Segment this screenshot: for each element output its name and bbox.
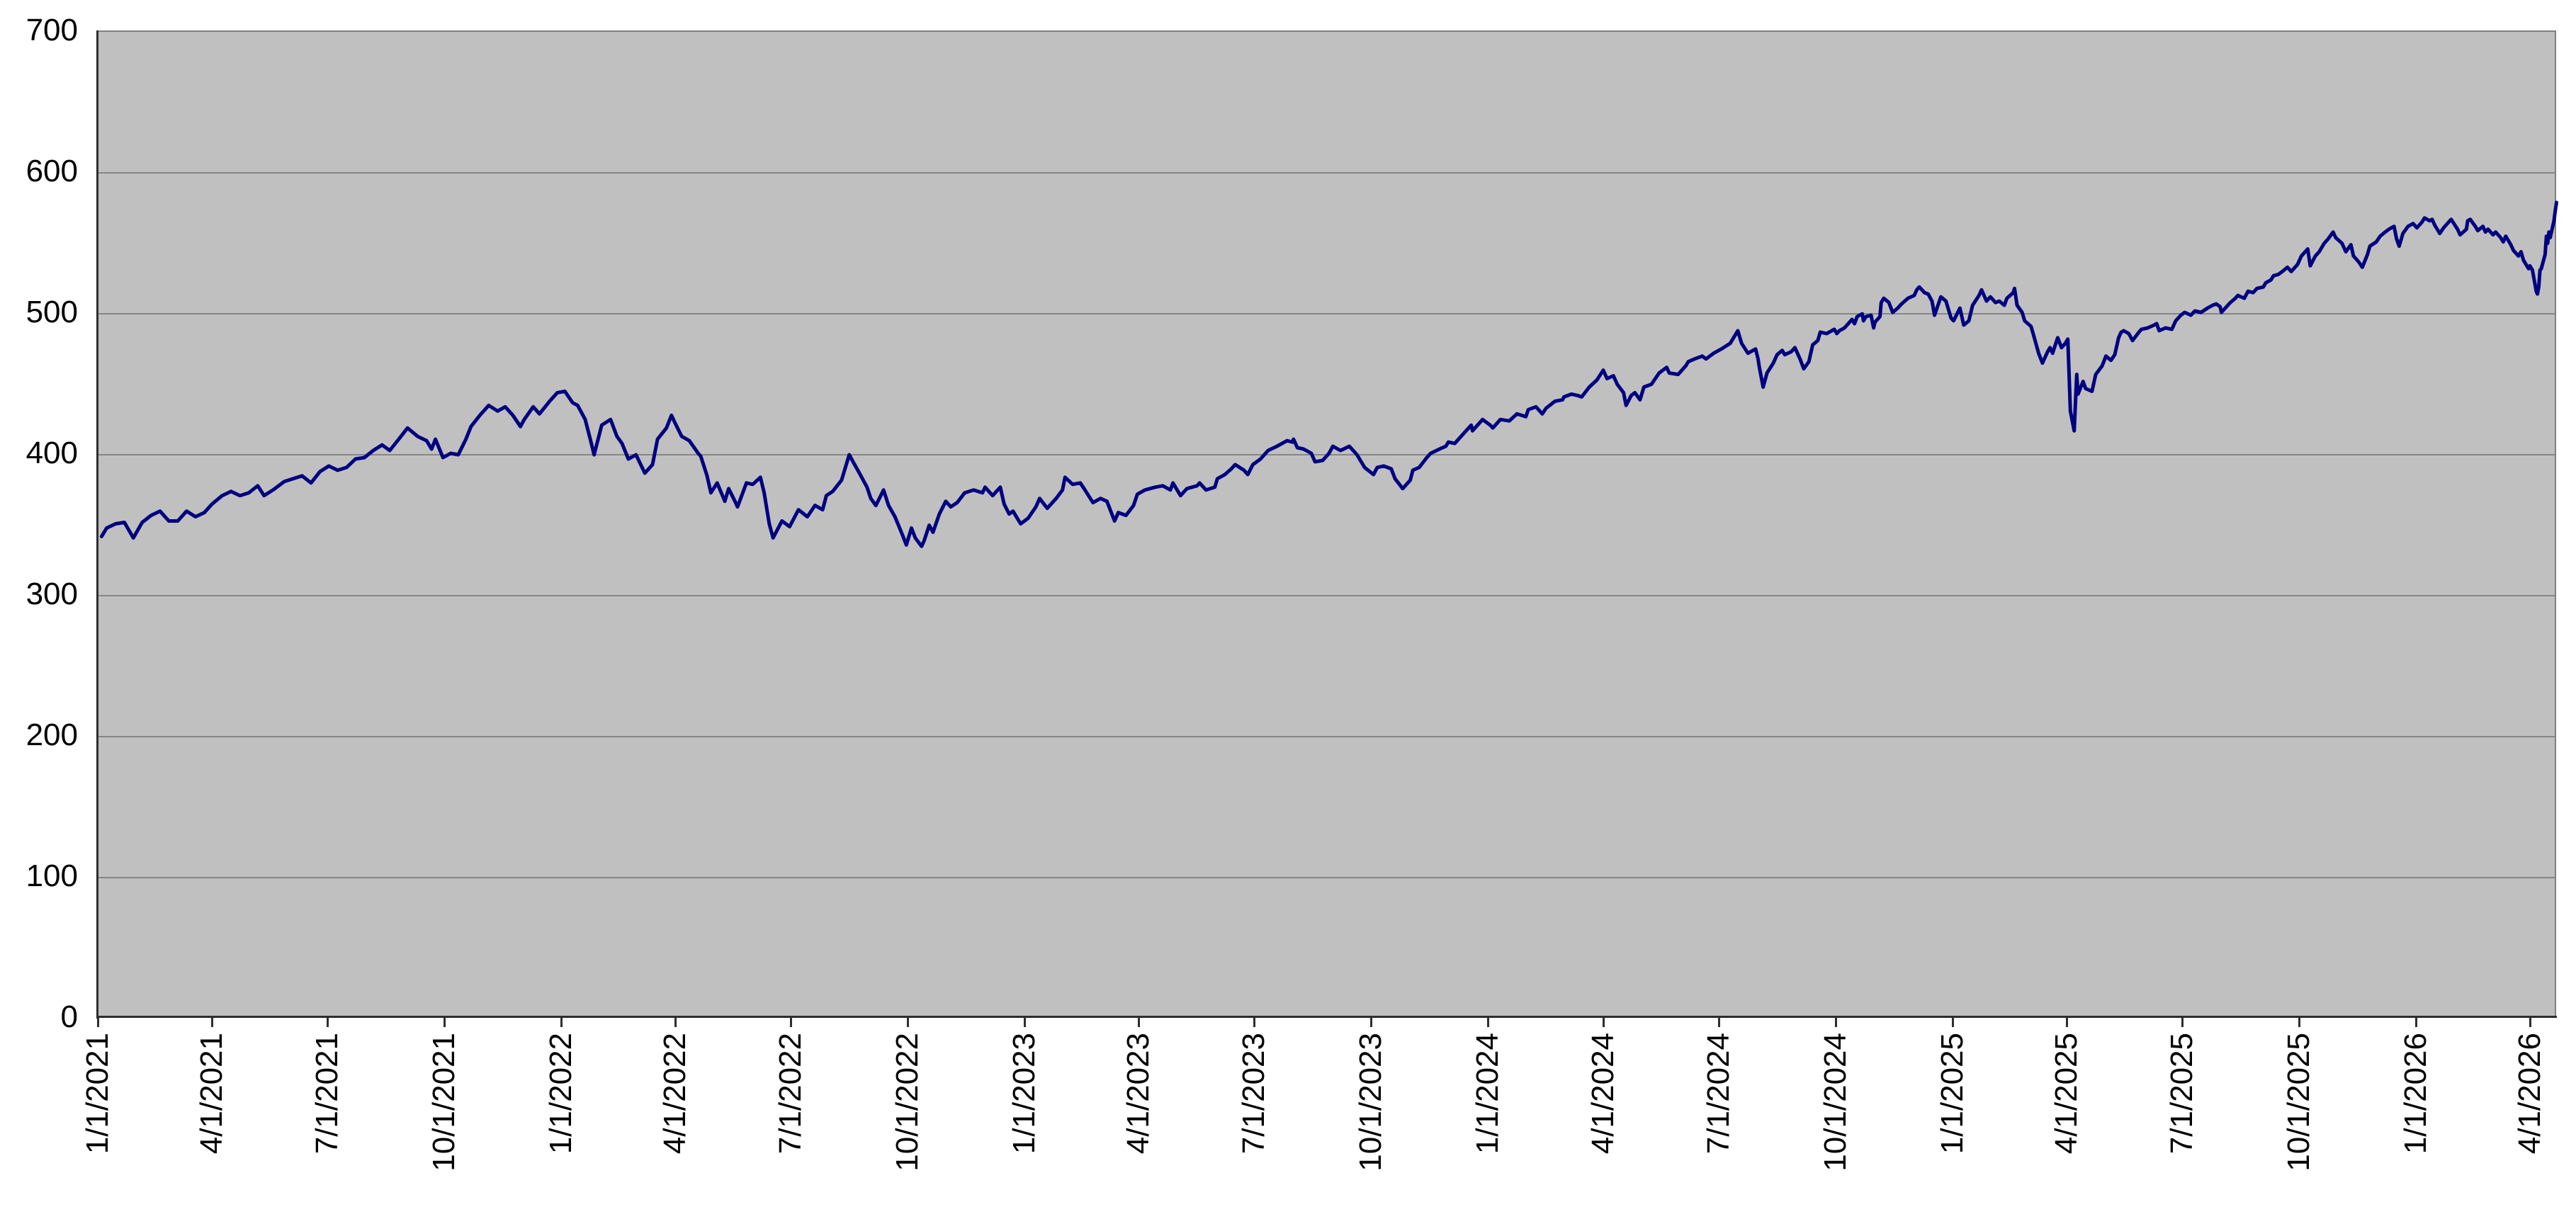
x-axis-label-7-1-2024: 7/1/2024 [1701,1033,1736,1155]
x-axis-label-1-1-2024: 1/1/2024 [1470,1033,1505,1155]
x-axis-label-10-1-2025: 10/1/2025 [2281,1033,2316,1172]
x-axis-line [96,1016,2557,1018]
x-tick-1-1-2025 [1952,1017,1954,1027]
x-axis-label-7-1-2022: 7/1/2022 [773,1033,808,1155]
x-tick-4-1-2025 [2066,1017,2068,1027]
x-tick-1-1-2024 [1487,1017,1489,1027]
y-axis-label-700: 700 [26,13,78,47]
y-axis-label-300: 300 [26,577,78,611]
x-axis-label-4-1-2025: 4/1/2025 [2049,1033,2084,1155]
x-axis-label-1-1-2021: 1/1/2021 [80,1033,115,1155]
x-axis-label-4-1-2022: 4/1/2022 [657,1033,692,1155]
x-tick-10-1-2023 [1370,1017,1372,1027]
x-tick-4-1-2022 [674,1017,677,1027]
y-axis-label-100: 100 [26,858,78,893]
y-axis-label-0: 0 [60,999,78,1034]
x-tick-7-1-2021 [327,1017,329,1027]
x-tick-1-1-2022 [560,1017,563,1027]
plot-area [97,30,2556,1017]
x-axis-label-10-1-2021: 10/1/2021 [426,1033,461,1172]
x-axis-label-10-1-2023: 10/1/2023 [1353,1033,1388,1172]
gridline-600 [98,172,2555,174]
x-tick-10-1-2024 [1835,1017,1837,1027]
x-tick-1-1-2023 [1024,1017,1026,1027]
x-tick-10-1-2022 [907,1017,909,1027]
x-tick-1-1-2026 [2415,1017,2417,1027]
price-line-plot [99,200,2558,548]
x-tick-4-1-2021 [211,1017,213,1027]
x-axis-label-7-1-2023: 7/1/2023 [1236,1033,1271,1155]
x-tick-7-1-2023 [1253,1017,1255,1027]
x-axis-label-7-1-2025: 7/1/2025 [2164,1033,2199,1155]
x-axis-label-7-1-2021: 7/1/2021 [310,1033,344,1155]
y-axis-label-400: 400 [26,436,78,470]
x-axis-label-4-1-2023: 4/1/2023 [1121,1033,1156,1155]
x-axis-label-1-1-2023: 1/1/2023 [1007,1033,1041,1155]
x-tick-7-1-2022 [790,1017,792,1027]
price-line [99,200,2558,548]
gridline-300 [98,595,2555,596]
x-axis-label-4-1-2026: 4/1/2026 [2512,1033,2547,1155]
x-tick-4-1-2026 [2529,1017,2531,1027]
x-axis-label-1-1-2026: 1/1/2026 [2398,1033,2433,1155]
gridline-100 [98,877,2555,878]
x-tick-7-1-2024 [1718,1017,1720,1027]
x-axis-label-4-1-2024: 4/1/2024 [1586,1033,1620,1155]
x-axis-label-4-1-2021: 4/1/2021 [194,1033,229,1155]
x-axis-label-1-1-2022: 1/1/2022 [543,1033,578,1155]
x-tick-1-1-2021 [97,1017,99,1027]
x-tick-4-1-2024 [1603,1017,1605,1027]
x-tick-10-1-2025 [2298,1017,2300,1027]
x-axis-label-10-1-2024: 10/1/2024 [1818,1033,1853,1172]
x-tick-7-1-2025 [2181,1017,2184,1027]
x-axis-label-10-1-2022: 10/1/2022 [890,1033,925,1172]
x-tick-10-1-2021 [444,1017,446,1027]
gridline-200 [98,736,2555,737]
y-axis-label-600: 600 [26,154,78,188]
x-axis-label-1-1-2025: 1/1/2025 [1935,1033,1970,1155]
y-axis-line [96,30,98,1019]
y-axis-label-500: 500 [26,295,78,329]
x-tick-4-1-2023 [1138,1017,1140,1027]
y-axis-label-200: 200 [26,718,78,752]
gridline-500 [98,313,2555,314]
